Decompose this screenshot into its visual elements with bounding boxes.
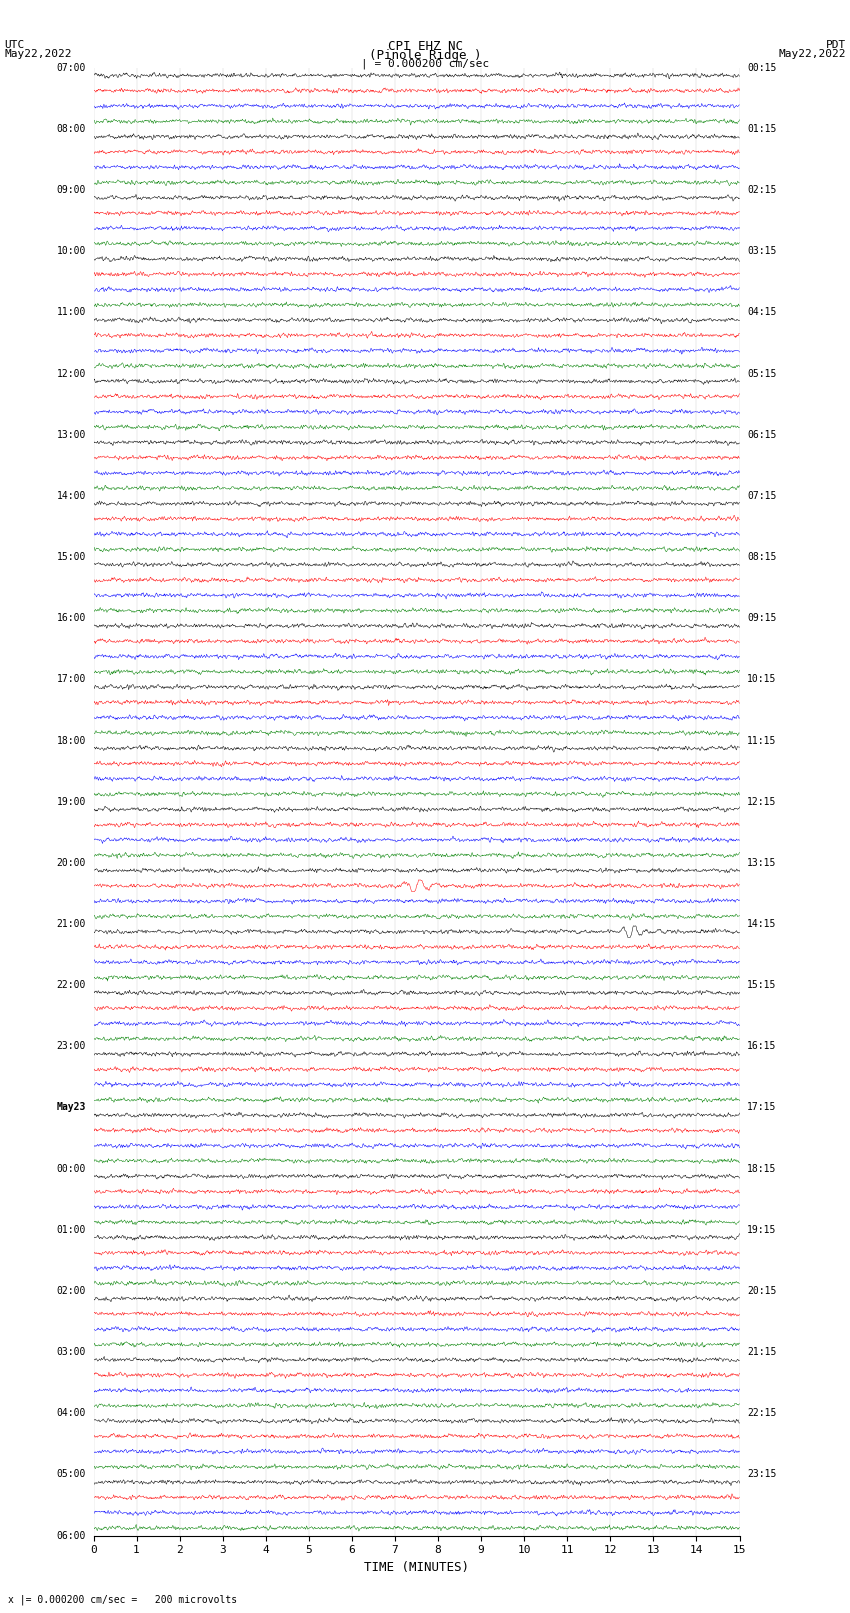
Text: 03:15: 03:15	[747, 247, 777, 256]
Text: 04:15: 04:15	[747, 308, 777, 318]
Text: May23: May23	[56, 1102, 86, 1113]
Text: 09:00: 09:00	[56, 185, 86, 195]
Text: 15:15: 15:15	[747, 981, 777, 990]
Text: 16:15: 16:15	[747, 1042, 777, 1052]
Text: 10:00: 10:00	[56, 247, 86, 256]
Text: 09:15: 09:15	[747, 613, 777, 623]
Text: 06:15: 06:15	[747, 429, 777, 440]
Text: PDT: PDT	[825, 39, 846, 50]
Text: 12:00: 12:00	[56, 368, 86, 379]
Text: 06:00: 06:00	[56, 1531, 86, 1540]
Text: UTC: UTC	[4, 39, 25, 50]
Text: 14:00: 14:00	[56, 490, 86, 502]
Text: 15:00: 15:00	[56, 552, 86, 561]
Text: 04:00: 04:00	[56, 1408, 86, 1418]
Text: 05:15: 05:15	[747, 368, 777, 379]
Text: 08:00: 08:00	[56, 124, 86, 134]
Text: 12:15: 12:15	[747, 797, 777, 806]
Text: 23:00: 23:00	[56, 1042, 86, 1052]
Text: 19:00: 19:00	[56, 797, 86, 806]
Text: 10:15: 10:15	[747, 674, 777, 684]
Text: 00:00: 00:00	[56, 1163, 86, 1174]
Text: 19:15: 19:15	[747, 1224, 777, 1236]
Text: 22:15: 22:15	[747, 1408, 777, 1418]
Text: 01:00: 01:00	[56, 1224, 86, 1236]
Text: (Pinole Ridge ): (Pinole Ridge )	[369, 50, 481, 63]
Text: 00:15: 00:15	[747, 63, 777, 73]
Text: 13:00: 13:00	[56, 429, 86, 440]
Text: 11:15: 11:15	[747, 736, 777, 745]
Text: 13:15: 13:15	[747, 858, 777, 868]
Text: 02:15: 02:15	[747, 185, 777, 195]
Text: 14:15: 14:15	[747, 919, 777, 929]
Text: 17:15: 17:15	[747, 1102, 777, 1113]
Text: May22,2022: May22,2022	[4, 50, 71, 60]
Text: 03:00: 03:00	[56, 1347, 86, 1357]
Text: x |= 0.000200 cm/sec =   200 microvolts: x |= 0.000200 cm/sec = 200 microvolts	[8, 1594, 238, 1605]
Text: 17:00: 17:00	[56, 674, 86, 684]
Text: 02:00: 02:00	[56, 1286, 86, 1295]
Text: 11:00: 11:00	[56, 308, 86, 318]
X-axis label: TIME (MINUTES): TIME (MINUTES)	[364, 1561, 469, 1574]
Text: 21:15: 21:15	[747, 1347, 777, 1357]
Text: 23:15: 23:15	[747, 1469, 777, 1479]
Text: 20:15: 20:15	[747, 1286, 777, 1295]
Text: 08:15: 08:15	[747, 552, 777, 561]
Text: 20:00: 20:00	[56, 858, 86, 868]
Text: May22,2022: May22,2022	[779, 50, 846, 60]
Text: 18:00: 18:00	[56, 736, 86, 745]
Text: CPI EHZ NC: CPI EHZ NC	[388, 39, 462, 53]
Text: 01:15: 01:15	[747, 124, 777, 134]
Text: | = 0.000200 cm/sec: | = 0.000200 cm/sec	[361, 58, 489, 69]
Text: 21:00: 21:00	[56, 919, 86, 929]
Text: 16:00: 16:00	[56, 613, 86, 623]
Text: 07:00: 07:00	[56, 63, 86, 73]
Text: 05:00: 05:00	[56, 1469, 86, 1479]
Text: 18:15: 18:15	[747, 1163, 777, 1174]
Text: 22:00: 22:00	[56, 981, 86, 990]
Text: 07:15: 07:15	[747, 490, 777, 502]
